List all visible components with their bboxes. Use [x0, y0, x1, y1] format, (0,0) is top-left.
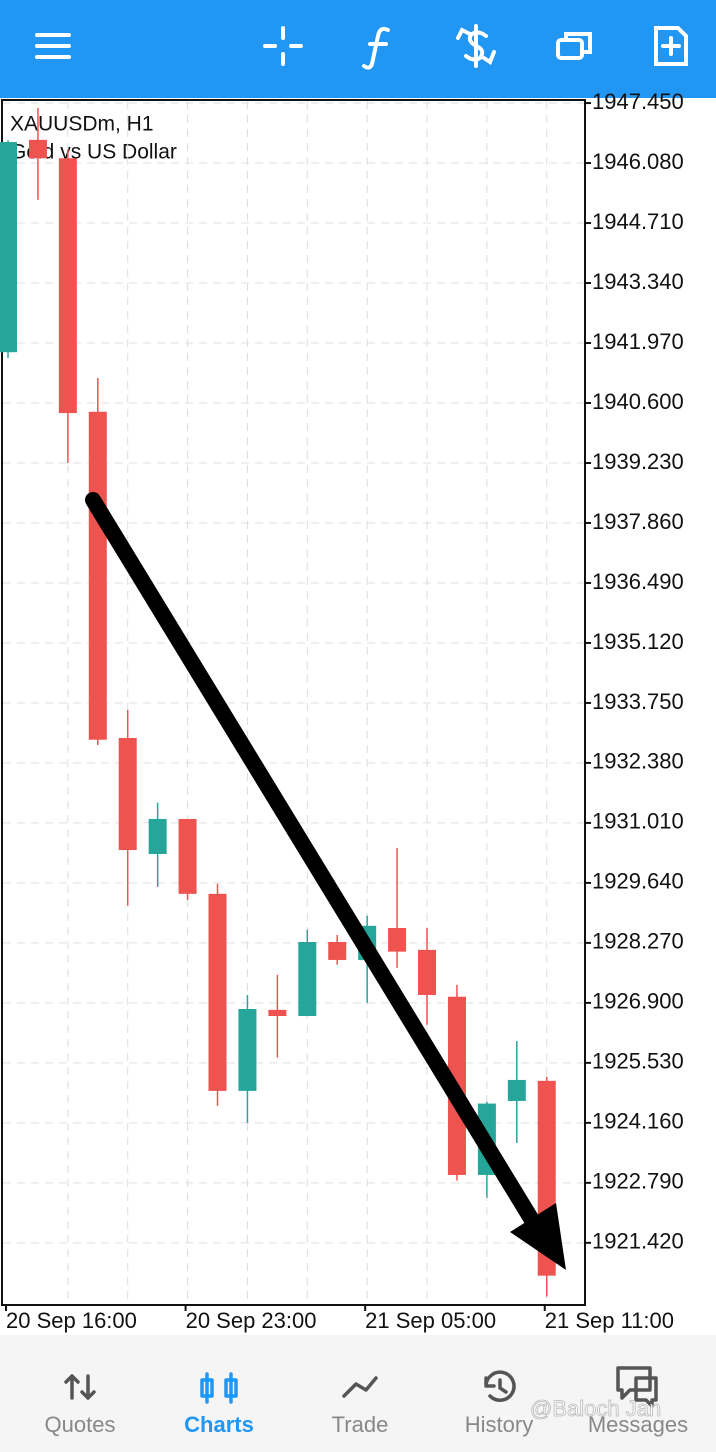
nav-icon [342, 1376, 378, 1398]
bottom-nav [0, 1335, 716, 1452]
y-tick-label: 1941.970 [592, 329, 684, 354]
y-tick-label: 1940.600 [592, 389, 684, 414]
nav-tab[interactable]: Trade [332, 1376, 389, 1437]
nav-tab[interactable]: Quotes [45, 1374, 116, 1437]
candle-body [0, 142, 17, 353]
trade-button[interactable] [456, 24, 496, 68]
indicators-button[interactable] [362, 26, 390, 70]
x-tick-label: 21 Sep 05:00 [365, 1308, 496, 1333]
y-tick-label: 1936.490 [592, 569, 684, 594]
windows-button[interactable] [556, 32, 592, 60]
nav-icon [616, 1366, 658, 1408]
y-tick-label: 1947.450 [592, 89, 684, 114]
crosshair-button[interactable] [263, 26, 303, 66]
y-tick-label: 1933.750 [592, 689, 684, 714]
candle-body [388, 927, 407, 952]
nav-tabs: Quotes Charts Trade History Messages@Baloch … [45, 1366, 688, 1437]
candle-body [28, 139, 47, 159]
y-tick-label: 1946.080 [592, 149, 684, 174]
candle-body [328, 942, 347, 960]
arrow-head [510, 1203, 566, 1270]
candle-body [208, 893, 227, 1091]
chart: XAUUSDm, H1 Gold vs US Dollar 1947.450 19… [0, 89, 684, 1333]
y-tick-label: 1937.860 [592, 509, 684, 534]
y-tick-label: 1929.640 [592, 869, 684, 894]
y-tick-label: 1926.900 [592, 989, 684, 1014]
x-tick-label: 21 Sep 11:00 [545, 1308, 674, 1333]
candle-body [298, 942, 317, 1017]
y-tick-label: 1925.530 [592, 1049, 684, 1074]
x-tick-label: 20 Sep 16:00 [6, 1308, 137, 1333]
candle-body [268, 1009, 287, 1017]
toolbar [0, 0, 716, 98]
nav-label: History [465, 1412, 533, 1437]
nav-tab[interactable]: Messages [588, 1366, 688, 1437]
y-tick-label: 1935.120 [592, 629, 684, 654]
candle-body [178, 818, 197, 894]
candle-body [238, 1009, 257, 1091]
y-tick-label: 1921.420 [592, 1229, 684, 1254]
nav-icon [64, 1374, 96, 1400]
nav-tab[interactable]: History [465, 1370, 533, 1437]
arrow-shaft [85, 492, 543, 1233]
nav-icon [484, 1370, 516, 1402]
y-tick-label: 1939.230 [592, 449, 684, 474]
candle-body [118, 737, 137, 851]
y-tick-label: 1943.340 [592, 269, 684, 294]
nav-label: Quotes [45, 1412, 116, 1437]
nav-icon [200, 1372, 238, 1404]
trend-arrow [85, 492, 566, 1270]
new-order-button[interactable] [654, 26, 688, 66]
nav-label: Charts [184, 1412, 254, 1437]
y-tick-label: 1924.160 [592, 1109, 684, 1134]
y-tick-label: 1928.270 [592, 929, 684, 954]
candle-body [507, 1079, 526, 1101]
nav-label: Trade [332, 1412, 389, 1437]
candle-body [418, 949, 437, 995]
nav-tab[interactable]: Charts [184, 1372, 254, 1437]
watermark: @Baloch Jan [530, 1396, 661, 1421]
x-tick-label: 20 Sep 23:00 [186, 1308, 317, 1333]
candle-body [88, 411, 107, 740]
chart-subtitle: Gold vs US Dollar [10, 141, 177, 164]
candle-body [58, 158, 77, 414]
candle-body [148, 818, 167, 855]
y-tick-label: 1922.790 [592, 1169, 684, 1194]
y-tick-label: 1944.710 [592, 209, 684, 234]
y-tick-label: 1931.010 [592, 809, 684, 834]
chart-title: XAUUSDm, H1 [10, 113, 154, 136]
nav-label: Messages [588, 1412, 688, 1437]
y-tick-label: 1932.380 [592, 749, 684, 774]
menu-button[interactable] [35, 33, 71, 59]
